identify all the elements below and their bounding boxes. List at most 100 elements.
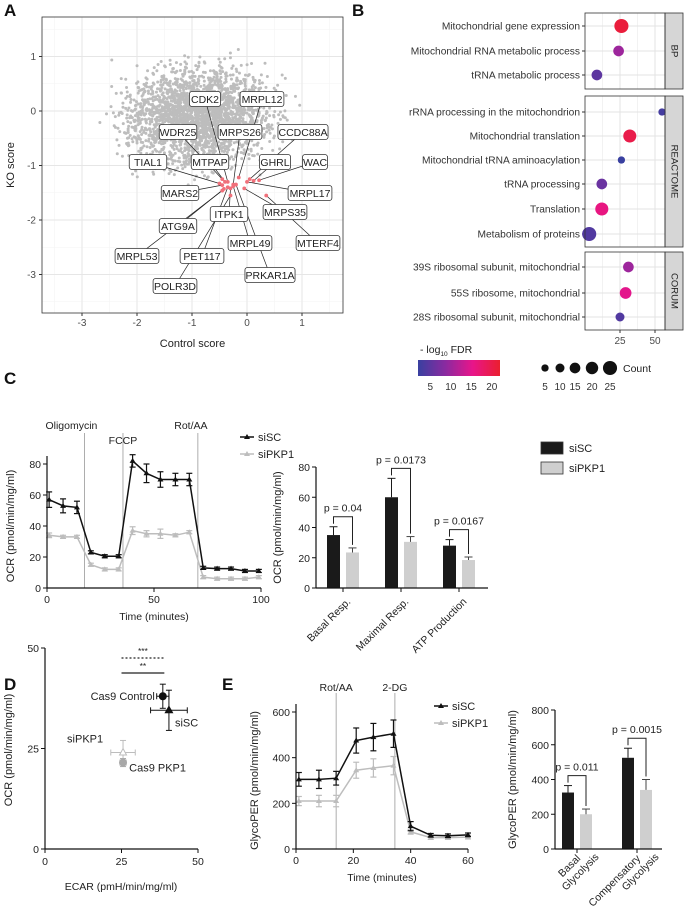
y-tick-label: 50 — [27, 643, 39, 655]
gene-point — [182, 80, 186, 84]
x-tick-label: 50 — [649, 336, 661, 347]
gene-point — [147, 133, 151, 137]
gene-point — [174, 144, 178, 148]
p-value-label: p = 0.0167 — [434, 516, 484, 528]
highlighted-gene-point — [225, 185, 230, 190]
gene-point — [187, 86, 191, 90]
y-tick-label: 25 — [27, 744, 39, 756]
gene-point — [170, 70, 174, 74]
gene-point — [184, 139, 188, 143]
color-bar-tick-label: 15 — [466, 382, 478, 393]
gene-point — [158, 115, 162, 119]
legend-title-subscript: 10 — [440, 351, 448, 358]
gene-point — [153, 147, 157, 151]
gene-point — [159, 139, 163, 143]
term-dot — [614, 18, 629, 34]
highlighted-gene-point — [220, 188, 225, 193]
gene-point — [210, 142, 214, 146]
gene-point — [201, 149, 205, 153]
term-dot — [613, 45, 624, 57]
gene-point — [172, 147, 176, 151]
gene-point — [213, 80, 217, 84]
gene-point — [149, 141, 153, 145]
gene-point — [267, 128, 271, 132]
gene-point — [198, 55, 202, 59]
gene-point — [212, 117, 216, 121]
x-tick-label: Basal Resp. — [305, 596, 354, 645]
gene-point — [231, 64, 235, 68]
gene-point — [229, 84, 233, 88]
data-point-triangle — [370, 734, 377, 740]
legend-title-text: - log — [420, 344, 441, 356]
gene-point — [221, 70, 225, 74]
data-point-triangle — [60, 533, 67, 539]
legend-marker — [438, 703, 444, 708]
gene-point — [250, 116, 254, 120]
gene-point — [178, 143, 182, 147]
gene-point — [280, 73, 284, 77]
panel-label-e: E — [222, 675, 233, 694]
gene-point — [172, 173, 176, 177]
gene-point — [118, 130, 122, 134]
term-dot — [619, 287, 632, 299]
gene-point — [260, 81, 264, 85]
gene-point — [251, 120, 255, 124]
y-axis-title: GlycoPER (pmol/min/mg/ml) — [249, 711, 261, 850]
gene-point — [187, 114, 191, 118]
panel-label-d: D — [4, 675, 16, 694]
gene-point — [139, 113, 143, 117]
gene-point — [133, 108, 137, 112]
gene-label: MRPL53 — [117, 251, 158, 263]
gene-point — [281, 114, 285, 118]
gene-point — [129, 100, 133, 104]
series-line-siSC — [48, 459, 259, 572]
legend-title-text: FDR — [448, 344, 473, 356]
gene-point — [214, 71, 218, 75]
gene-point — [147, 137, 151, 141]
gene-point — [145, 77, 149, 81]
x-tick-label: 0 — [42, 856, 48, 868]
gene-point — [283, 116, 287, 120]
gene-point — [164, 100, 168, 104]
gene-label: TIAL1 — [134, 157, 162, 169]
gene-point — [219, 75, 223, 79]
gene-point — [226, 104, 230, 108]
gene-point — [232, 96, 236, 100]
gene-point — [218, 69, 222, 73]
gene-point — [181, 74, 185, 78]
gene-point — [188, 81, 192, 85]
gene-point — [235, 70, 239, 74]
gene-point — [161, 83, 165, 87]
facet-label: CORUM — [668, 273, 679, 309]
gene-label-box — [190, 154, 230, 170]
gene-point — [186, 55, 190, 59]
term-label: Mitochondrial tRNA aminoacylation — [422, 156, 580, 167]
gene-point — [223, 108, 227, 112]
gene-point — [192, 86, 196, 90]
legend-label: siPKP1 — [569, 463, 605, 475]
gene-point — [109, 105, 113, 109]
gene-point — [148, 145, 152, 149]
data-point-triangle — [465, 831, 471, 837]
data-point-triangle — [129, 527, 136, 533]
y-tick-label: 600 — [531, 740, 549, 752]
gene-point — [184, 147, 188, 151]
legend-marker — [438, 720, 444, 725]
x-tick-label: 0 — [44, 594, 50, 606]
gene-point — [186, 94, 190, 98]
y-tick-label: 200 — [531, 809, 549, 821]
bar-siSC — [622, 757, 634, 849]
gene-point — [193, 108, 197, 112]
gene-point — [199, 84, 203, 88]
gene-point — [142, 90, 146, 94]
p-value-label: p = 0.011 — [555, 762, 598, 774]
gene-point — [153, 123, 157, 127]
y-axis-title: OCR (pmol/min/mg/ml) — [272, 471, 284, 583]
gene-point — [199, 128, 203, 132]
gene-point — [139, 88, 143, 92]
gene-point — [201, 143, 205, 147]
gene-point — [150, 110, 154, 114]
gene-point — [190, 86, 194, 90]
gene-point — [202, 108, 206, 112]
x-tick-label: 50 — [192, 856, 204, 868]
